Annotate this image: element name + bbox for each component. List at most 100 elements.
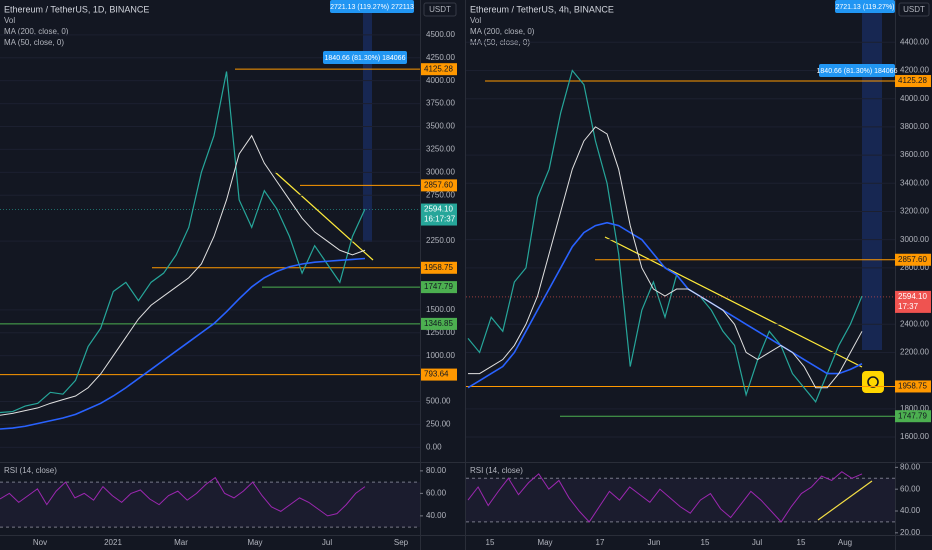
time-label: 15	[701, 538, 710, 547]
y-tick-label: 250.00	[426, 420, 451, 429]
rsi-tick-label: 80.00	[426, 466, 447, 475]
y-tick-label: 3400.00	[900, 178, 929, 187]
level-label: 1747.79	[424, 282, 453, 291]
measure-label: 2721.13 (119.27%)	[835, 4, 894, 11]
indicator-label: Vol	[4, 16, 15, 25]
rsi-tick-label: 60.00	[900, 484, 921, 493]
y-tick-label: 2250.00	[426, 236, 455, 245]
rsi-tick-label: 20.00	[900, 528, 921, 537]
y-tick-label: 1250.00	[426, 328, 455, 337]
measure-label: 1840.66 (81.30%) 184066	[325, 55, 406, 62]
indicator-label: MA (200, close, 0)	[4, 27, 69, 36]
level-label: 2857.60	[424, 180, 453, 189]
level-badge	[421, 179, 457, 192]
level-label: 793.64	[424, 370, 449, 379]
y-tick-label: 4000.00	[426, 76, 455, 85]
price-badge	[895, 290, 931, 313]
y-tick-label: 2800.00	[900, 263, 929, 272]
rsi-tick-label: 60.00	[426, 488, 447, 497]
y-tick-label: 4000.00	[900, 94, 929, 103]
price-badge-label: 2594.10	[898, 292, 927, 301]
time-label: 15	[486, 538, 495, 547]
countdown-label: 16:17:37	[424, 215, 456, 224]
level-badge	[421, 317, 457, 330]
level-label: 1958.75	[424, 263, 453, 272]
time-label: May	[247, 538, 262, 547]
y-tick-label: 4400.00	[900, 37, 929, 46]
level-badge	[421, 63, 457, 76]
y-tick-label: 2400.00	[900, 319, 929, 328]
y-tick-label: 4200.00	[900, 66, 929, 75]
y-tick-label: 1500.00	[426, 305, 455, 314]
price-line	[467, 69, 863, 403]
y-tick-label: 0.00	[426, 442, 442, 451]
y-tick-label: 4250.00	[426, 53, 455, 62]
trendline	[274, 171, 374, 261]
indicator-label: MA (50, close, 0)	[4, 38, 64, 47]
camera-button[interactable]	[862, 371, 884, 393]
y-tick-label: 1600.00	[900, 432, 929, 441]
time-label: Sep	[394, 538, 409, 547]
rsi-line	[0, 476, 366, 517]
y-tick-label: 3000.00	[900, 235, 929, 244]
measure-box	[330, 0, 414, 13]
y-tick-label: 4500.00	[426, 30, 455, 39]
currency-label: USDT	[903, 5, 925, 14]
level-badge	[895, 75, 931, 88]
y-tick-label: 1800.00	[900, 404, 929, 413]
time-label: Aug	[838, 538, 852, 547]
measure-label: 2721.13 (119.27%) 272113	[330, 4, 414, 11]
ma200-line	[0, 257, 366, 430]
level-label: 4125.28	[424, 64, 453, 73]
y-tick-label: 3800.00	[900, 122, 929, 131]
currency-label: USDT	[429, 5, 451, 14]
level-label: 1346.85	[424, 319, 453, 328]
time-label: May	[537, 538, 552, 547]
price-badge-label: 2594.10	[424, 205, 453, 214]
price-badge	[421, 203, 457, 226]
time-label: Jun	[648, 538, 661, 547]
rsi-tick-label: 80.00	[900, 462, 921, 471]
measure-box	[819, 64, 895, 77]
y-tick-label: 500.00	[426, 397, 451, 406]
level-badge	[895, 253, 931, 266]
currency-badge[interactable]	[898, 2, 930, 17]
level-badge	[421, 281, 457, 294]
measure-range	[862, 10, 882, 350]
y-tick-label: 3200.00	[900, 207, 929, 216]
level-badge	[895, 380, 931, 393]
ma200-line	[467, 221, 863, 389]
y-tick-label: 3250.00	[426, 145, 455, 154]
level-label: 2857.60	[898, 255, 927, 264]
rsi-band-fill	[0, 482, 420, 528]
time-label: Nov	[33, 538, 47, 547]
ma50-line	[0, 134, 366, 416]
time-label: Mar	[174, 538, 188, 547]
price-line	[0, 71, 366, 414]
time-label: 17	[596, 538, 605, 547]
level-label: 1958.75	[898, 382, 927, 391]
indicator-label: Vol	[470, 16, 481, 25]
measure-box	[835, 0, 895, 13]
ma50-line	[468, 126, 863, 389]
y-tick-label: 3000.00	[426, 167, 455, 176]
currency-badge[interactable]	[423, 2, 457, 17]
y-tick-label: 1000.00	[426, 351, 455, 360]
y-tick-label: 3750.00	[426, 99, 455, 108]
camera-icon	[867, 376, 879, 388]
chart-title: Ethereum / TetherUS, 1D, BINANCE	[4, 4, 149, 14]
chart-title: Ethereum / TetherUS, 4h, BINANCE	[470, 4, 614, 14]
indicator-label: MA (200, close, 0)	[470, 27, 535, 36]
y-tick-label: 2750.00	[426, 190, 455, 199]
countdown-label: 17:37	[898, 302, 919, 311]
y-tick-label: 3500.00	[426, 122, 455, 131]
level-badge	[421, 261, 457, 274]
time-label: Jul	[322, 538, 332, 547]
time-label: 15	[797, 538, 806, 547]
time-label: Jul	[752, 538, 762, 547]
measure-box	[323, 51, 407, 64]
level-label: 4125.28	[898, 76, 927, 85]
time-label: 2021	[104, 538, 122, 547]
level-badge	[421, 368, 457, 381]
